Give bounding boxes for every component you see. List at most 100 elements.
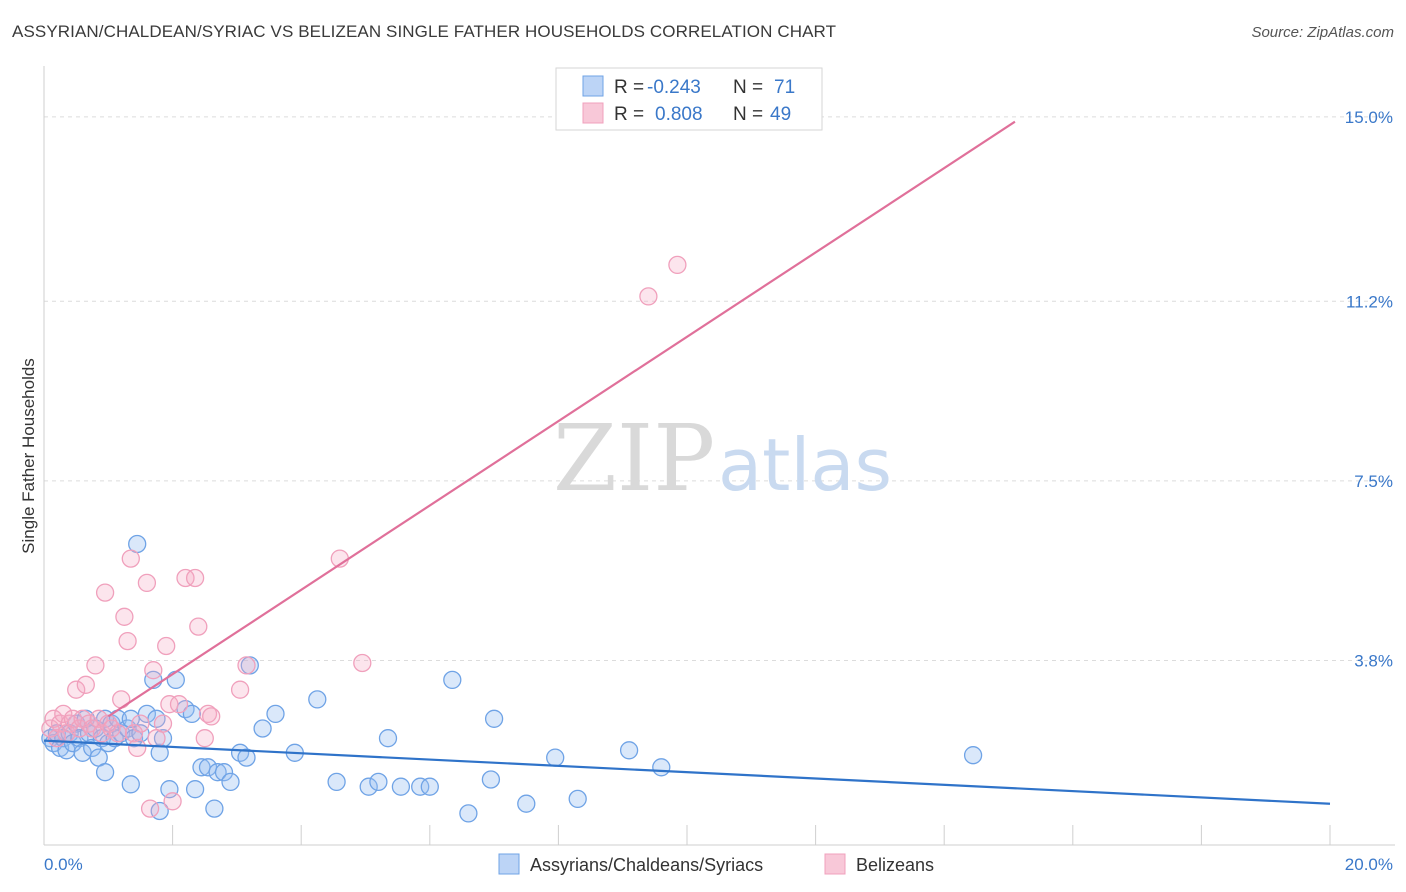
point-belizean-47 [668,255,687,275]
point-belizean-23 [118,631,137,651]
point-belizean-21 [112,690,131,709]
point-belizean-36 [169,695,189,714]
point-belizean-32 [153,714,173,733]
point-assyrian-60 [568,789,587,809]
point-belizean-26 [128,738,147,758]
point-belizean-40 [195,729,214,748]
point-assyrian-52 [411,777,430,796]
point-belizean-37 [176,568,195,588]
x-tick-label-max: 20.0% [1345,855,1393,874]
trend-line-belizean [107,120,1016,718]
axes [43,66,1395,846]
legend-n-label-2: N = [733,104,763,125]
point-assyrian-46 [308,690,327,709]
point-belizean-17 [95,583,115,602]
point-assyrian-44 [266,704,285,724]
legend-n-value-2: 49 [770,104,791,125]
point-assyrian-41 [237,748,256,767]
stats-legend: R = -0.243 N = 71 R = 0.808 N = 49 [555,67,823,131]
point-assyrian-53 [420,777,439,796]
point-assyrian-54 [443,670,462,690]
y-tick-label-0: 3.8% [1354,652,1393,671]
point-assyrian-57 [484,709,504,728]
x-tick-labels: 0.0% 20.0% [44,855,1393,874]
legend-swatch-pink [582,102,604,124]
point-assyrian-59 [546,748,565,767]
legend-n-value-1: 71 [774,77,795,98]
point-belizean-45 [353,653,372,673]
series-legend: Assyrians/Chaldeans/Syriacs Belizeans [498,853,934,875]
point-belizean-12 [79,714,99,733]
point-belizean-15 [89,709,108,728]
point-belizean-9 [70,719,89,738]
point-assyrian-66 [121,775,140,794]
chart-source: Source: ZipAtlas.com [1251,24,1394,41]
point-belizean-46 [639,287,658,306]
point-assyrian-49 [369,772,388,792]
point-assyrian-47 [327,772,346,792]
series-legend-swatch-pink [824,853,846,875]
legend-r-label-1: R = [614,77,644,98]
point-belizean-16 [92,724,112,743]
chart-title: ASSYRIAN/CHALDEAN/SYRIAC VS BELIZEAN SIN… [12,22,837,41]
y-tick-labels: 3.8% 7.5% 11.2% 15.0% [1345,108,1393,671]
point-assyrian-32 [166,670,185,690]
watermark-zip: ZIP [553,405,715,512]
point-assyrian-38 [214,763,234,782]
data-points [41,255,983,823]
point-belizean-28 [137,573,157,593]
point-belizean-43 [237,656,256,675]
point-assyrian-48 [359,777,378,796]
point-belizean-30 [144,661,163,680]
point-belizean-38 [185,568,205,588]
trend-line-assyrian [43,739,1331,805]
x-tick-label-min: 0.0% [44,855,83,874]
point-assyrian-63 [963,746,983,765]
point-belizean-39 [189,617,208,636]
legend-r-value-1: -0.243 [647,77,701,98]
point-assyrian-37 [208,763,227,782]
legend-r-value-2: 0.808 [655,104,703,125]
legend-swatch-blue [582,75,604,97]
point-belizean-11 [76,675,95,694]
point-belizean-4 [54,704,73,724]
legend-r-label-2: R = [614,104,644,125]
series-legend-label-1: Assyrians/Chaldeans/Syriacs [530,855,763,875]
point-assyrian-56 [481,770,501,789]
point-assyrian-34 [182,704,202,724]
point-assyrian-43 [253,719,272,738]
point-assyrian-51 [391,777,411,796]
y-tick-label-1: 7.5% [1354,472,1393,491]
point-assyrian-30 [150,743,169,762]
point-belizean-22 [115,607,134,626]
legend-n-label-1: N = [733,77,763,98]
y-tick-label-2: 11.2% [1346,292,1393,311]
point-belizean-24 [121,549,140,568]
point-assyrian-58 [517,794,536,813]
series-legend-label-2: Belizeans [856,855,934,875]
point-belizean-14 [86,656,105,675]
point-belizean-27 [131,714,150,733]
point-belizean-34 [160,695,179,714]
point-belizean-42 [230,680,250,699]
point-belizean-20 [108,724,128,743]
y-axis-label: Single Father Households [19,358,38,554]
point-assyrian-68 [205,799,224,818]
grid [44,116,1395,662]
point-assyrian-27 [137,704,157,724]
point-belizean-35 [163,792,182,811]
point-belizean-33 [157,636,176,656]
point-assyrian-55 [459,804,478,823]
point-belizean-29 [140,799,160,818]
point-assyrian-39 [221,772,240,792]
point-assyrian-50 [378,729,398,748]
series-legend-swatch-blue [498,853,520,875]
point-assyrian-62 [652,758,671,777]
trend-lines [43,120,1331,805]
point-assyrian-61 [619,741,639,760]
point-assyrian-70 [185,780,205,799]
watermark-atlas: atlas [718,423,892,507]
point-belizean-25 [124,724,144,743]
point-belizean-41 [198,704,218,724]
